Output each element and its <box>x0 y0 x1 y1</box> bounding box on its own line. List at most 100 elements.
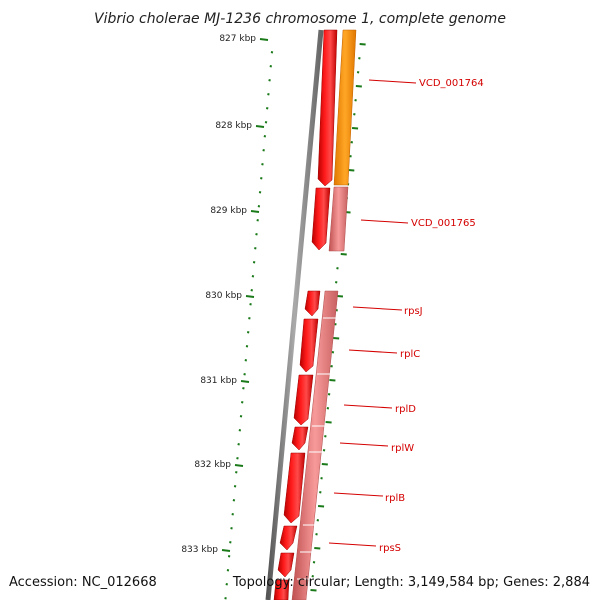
tick-mark <box>221 549 231 552</box>
gc-dash <box>257 205 261 208</box>
gc-dash <box>349 155 352 158</box>
gc-dash <box>227 555 231 558</box>
accession-text: Accession: NC_012668 <box>9 575 157 590</box>
gene-arrow-next[interactable] <box>277 552 295 578</box>
gc-dash <box>231 513 234 516</box>
gene-label-rplw[interactable]: rplW <box>391 443 414 454</box>
gc-dash <box>315 533 318 536</box>
frame-bar-ribosomal-cluster[interactable] <box>291 290 339 600</box>
gene-arrow-rplc[interactable] <box>299 318 319 373</box>
gc-dash <box>264 121 268 124</box>
gc-dash <box>326 407 330 410</box>
gene-arrow-rplw[interactable] <box>291 426 309 451</box>
gene-label-rplc[interactable]: rplC <box>400 349 420 360</box>
gene-label-rpsj[interactable]: rpsJ <box>404 306 423 317</box>
tick-label: 828 kbp <box>215 121 252 131</box>
gc-dash <box>270 51 274 54</box>
gc-dash <box>310 589 317 592</box>
gc-dash <box>261 163 264 166</box>
tick-mark <box>240 380 250 383</box>
gene-arrow-rpsj[interactable] <box>304 290 321 317</box>
gc-dash <box>229 541 232 544</box>
frame-bar-vcd-001765[interactable] <box>328 186 349 252</box>
gc-dash <box>331 351 335 354</box>
gc-dash <box>263 135 267 138</box>
gc-dash <box>251 275 255 278</box>
gene-labels: VCD_001764 VCD_001765 rpsJ rplC rplD rpl… <box>328 78 484 554</box>
gc-dash <box>240 401 244 404</box>
gc-dash <box>233 485 237 488</box>
gc-dash <box>356 71 360 74</box>
gc-dash <box>258 191 262 194</box>
gc-dash <box>322 449 326 452</box>
gene-arrow-rpld[interactable] <box>293 374 314 426</box>
gene-arrow-rpss[interactable] <box>279 525 298 551</box>
gc-dash <box>325 421 332 424</box>
gc-dash <box>353 113 356 116</box>
gc-dash <box>351 127 359 130</box>
gene-arrow-next-2[interactable] <box>273 579 290 600</box>
backbone-arc <box>265 29 324 600</box>
gc-dash <box>334 281 338 284</box>
gene-arrow-vcd-001764[interactable] <box>317 29 338 187</box>
gc-dash <box>244 359 248 362</box>
gc-dash <box>359 43 366 46</box>
gc-dash <box>246 331 250 334</box>
tick-mark <box>250 210 260 213</box>
gc-dash <box>320 477 323 480</box>
tick-label: 832 kbp <box>194 460 231 470</box>
gene-label-rpld[interactable]: rplD <box>395 404 416 415</box>
gc-dash <box>314 547 321 550</box>
gc-dash <box>256 219 259 222</box>
gc-dash <box>232 499 236 502</box>
tick-label: 829 kbp <box>210 206 247 216</box>
gc-dash <box>268 79 271 82</box>
gc-dash <box>319 491 322 494</box>
gc-dash <box>329 379 336 382</box>
tick-label: 831 kbp <box>200 376 237 386</box>
gc-dash <box>230 527 233 530</box>
gene-arrow-rplb[interactable] <box>283 452 306 524</box>
gc-dash <box>358 57 361 60</box>
gene-label-vcd-001764[interactable]: VCD_001764 <box>419 78 484 89</box>
gc-dash <box>224 597 227 600</box>
gc-dash <box>254 247 257 250</box>
gc-dash <box>333 337 340 340</box>
gc-dash <box>327 393 331 396</box>
tick-mark <box>245 295 255 298</box>
gene-label-rpss[interactable]: rpsS <box>379 543 401 554</box>
tick-mark <box>259 38 269 41</box>
gc-dash <box>245 345 249 348</box>
gc-dash <box>235 471 238 474</box>
tick-label: 827 kbp <box>219 34 256 44</box>
gene-arrow-vcd-001765[interactable] <box>311 187 331 251</box>
gene-track <box>273 29 338 600</box>
gc-dash <box>225 583 229 586</box>
gc-dash <box>237 443 240 446</box>
gc-dash <box>321 463 328 466</box>
gc-dash <box>317 505 325 508</box>
gc-dash <box>236 457 239 460</box>
gene-label-vcd-001765[interactable]: VCD_001765 <box>411 218 476 229</box>
gc-dash <box>340 253 347 256</box>
gc-dash <box>255 233 258 236</box>
gc-dash <box>238 429 242 432</box>
gc-dash <box>350 141 354 144</box>
frame-bar-vcd-001764[interactable] <box>333 29 357 186</box>
gc-dash <box>311 575 315 578</box>
gc-dash <box>269 65 273 68</box>
gc-dash <box>249 303 252 306</box>
gc-dash <box>312 561 316 564</box>
gc-dash <box>262 149 265 152</box>
gc-dash <box>243 373 246 376</box>
gc-dash <box>354 99 357 102</box>
gc-dash <box>226 569 230 572</box>
tick-label: 833 kbp <box>181 545 218 555</box>
map-title: Vibrio cholerae MJ-1236 chromosome 1, co… <box>94 11 506 27</box>
gene-label-rplb[interactable]: rplB <box>385 493 405 504</box>
gc-dash <box>336 267 339 270</box>
gc-dash <box>324 435 327 438</box>
tick-mark <box>255 125 265 128</box>
gc-dash <box>248 317 251 320</box>
